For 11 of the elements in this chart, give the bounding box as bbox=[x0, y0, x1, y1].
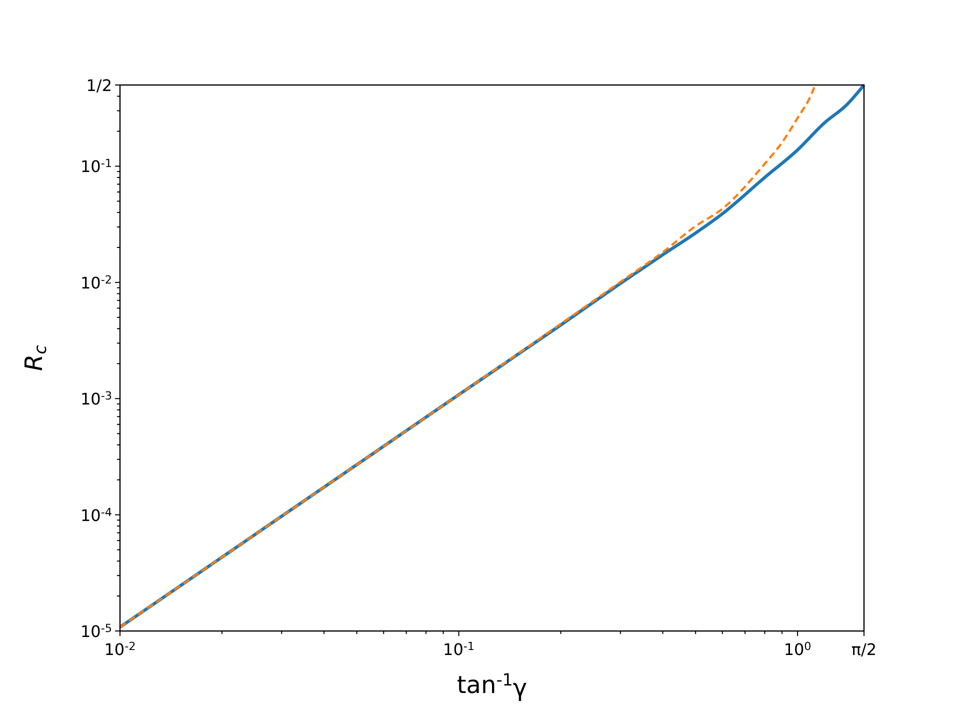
y-tick-label: 10$^{-2}$ bbox=[80, 273, 112, 292]
x-tick-label: 10$^{0}$ bbox=[784, 640, 812, 659]
y-tick-label: 10$^{-4}$ bbox=[80, 506, 112, 525]
x-tick-label: 10$^{-1}$ bbox=[443, 640, 475, 659]
y-tick-label: 10$^{-3}$ bbox=[80, 390, 112, 409]
y-tick-label: 10$^{-1}$ bbox=[80, 157, 112, 176]
x-tick-label: 10$^{-2}$ bbox=[104, 640, 136, 659]
x-tick-label: π/2 bbox=[851, 640, 877, 659]
y-tick-label: 10$^{-5}$ bbox=[80, 622, 112, 641]
y-tick-label: 1/2 bbox=[86, 76, 112, 95]
x-axis-title: tan$^{-1}$γ bbox=[456, 669, 528, 702]
